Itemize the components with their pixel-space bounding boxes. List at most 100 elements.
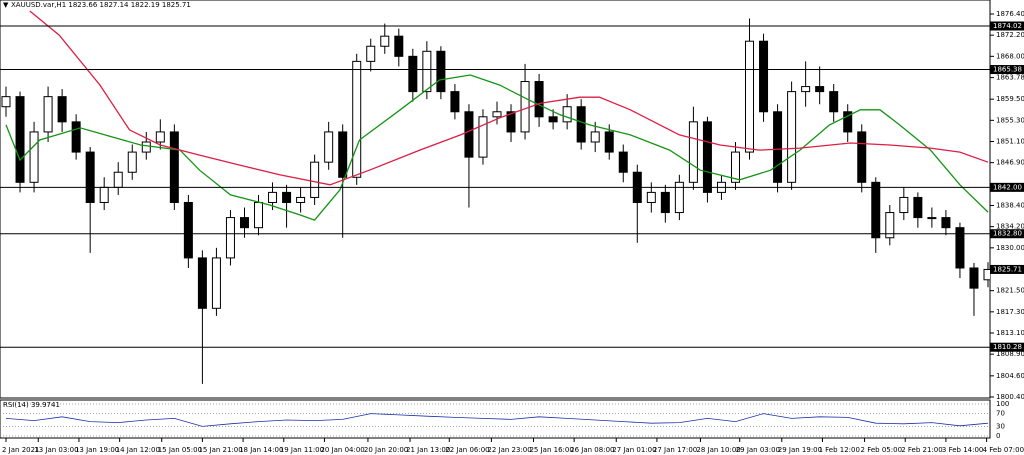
y-tick-label: 1851.10 <box>996 137 1024 145</box>
candle-body <box>29 131 39 183</box>
x-tick-label: 28 Jan 10:00 <box>696 446 740 454</box>
candle-body <box>296 196 306 203</box>
x-tick-label: 2 Jan 2021 <box>2 446 40 454</box>
candle-body <box>15 96 25 183</box>
indicator-panel <box>0 399 991 439</box>
y-tick-label: 1808.90 <box>996 350 1024 358</box>
candle-body <box>99 186 109 203</box>
candle-body <box>211 257 221 309</box>
y-tick-label: 1834.20 <box>996 223 1024 231</box>
y-tick-label: 1859.50 <box>996 95 1024 103</box>
x-tick-label: 27 Jan 01:00 <box>612 446 656 454</box>
candle-body <box>618 151 628 173</box>
candle-body <box>225 217 235 259</box>
x-tick-label: 20 Jan 04:00 <box>320 446 364 454</box>
candle-body <box>310 161 320 198</box>
x-tick-label: 14 Jan 12:00 <box>116 446 160 454</box>
x-tick-label: 21 Jan 13:00 <box>406 446 450 454</box>
candle-body <box>955 227 965 269</box>
indicator-label: RSI(14) 39.9741 <box>3 401 60 409</box>
candle-body <box>239 217 249 229</box>
candle-body <box>155 131 165 143</box>
candle-body <box>85 151 95 203</box>
candle-body <box>408 55 418 93</box>
candle-body <box>450 91 460 113</box>
moving-average <box>29 10 989 186</box>
candle-body <box>338 131 348 178</box>
y-tick-label: 1872.20 <box>996 31 1024 39</box>
candle-body <box>169 131 179 203</box>
price-panel <box>0 0 991 399</box>
y-tick-label: 1838.40 <box>996 202 1024 210</box>
x-tick-label: 26 Jan 08:00 <box>570 446 614 454</box>
price-label: 1825.71 <box>993 265 1022 273</box>
candle-body <box>702 121 712 193</box>
candle-body <box>254 201 264 229</box>
rsi-tick-label: 70 <box>996 410 1005 418</box>
candle-body <box>590 131 600 143</box>
candle-body <box>492 111 502 118</box>
price-plot <box>1 10 990 384</box>
candle-body <box>927 217 937 220</box>
candle-body <box>983 268 990 281</box>
candle-body <box>1 96 11 108</box>
candle-body <box>71 121 81 153</box>
candle-body <box>127 151 137 173</box>
x-tick-label: 3 Feb 14:00 <box>942 446 983 454</box>
candle-body <box>745 40 755 153</box>
candle-body <box>857 131 867 183</box>
y-tick-label: 1830.00 <box>996 244 1024 252</box>
candle-body <box>43 96 53 133</box>
candle-body <box>969 267 979 289</box>
y-tick-label: 1813.10 <box>996 329 1024 337</box>
rsi-tick-label: 0 <box>996 432 1000 440</box>
rsi-tick-label: 30 <box>996 422 1005 430</box>
candle-body <box>730 151 740 183</box>
candle-body <box>506 111 516 133</box>
candle-body <box>183 201 193 259</box>
y-tick-label: 1846.90 <box>996 159 1024 167</box>
candle-body <box>660 191 670 214</box>
candle-body <box>801 86 811 93</box>
candle-body <box>534 81 544 118</box>
price-tag <box>990 264 1024 274</box>
x-tick-label: 13 Jan 19:00 <box>75 446 119 454</box>
candle-body <box>436 50 446 93</box>
moving-average <box>5 74 989 221</box>
candle-body <box>324 131 334 163</box>
level-tag <box>990 229 1024 239</box>
candle-body <box>885 212 895 239</box>
x-tick-label: 15 Jan 05:00 <box>158 446 202 454</box>
candle-body <box>197 257 207 309</box>
candle-body <box>576 106 586 143</box>
candle-body <box>394 35 404 57</box>
menu-arrow: ▼ <box>3 1 9 9</box>
x-tick-label: 27 Jan 17:00 <box>653 446 697 454</box>
chart-title: XAUUSD.var,H1 1823.66 1827.14 1822.19 18… <box>11 1 191 9</box>
x-tick-label: 2 Feb 21:00 <box>901 446 942 454</box>
candle-body <box>688 121 698 183</box>
candle-body <box>913 196 923 219</box>
x-tick-label: 29 Jan 03:00 <box>736 446 780 454</box>
x-tick-label: 22 Jan 23:00 <box>487 446 531 454</box>
candle-body <box>478 116 488 158</box>
level-tag <box>990 342 1024 352</box>
rsi-plot <box>0 403 990 437</box>
x-tick-label: 13 Jan 03:00 <box>34 446 78 454</box>
level-tag <box>990 21 1024 31</box>
y-tick-label: 1855.30 <box>996 116 1024 124</box>
candle-body <box>829 91 839 113</box>
candle-body <box>520 81 530 133</box>
candle-body <box>562 106 572 123</box>
y-tick-label: 1876.40 <box>996 10 1024 18</box>
candle-body <box>787 91 797 183</box>
x-tick-label: 15 Jan 21:00 <box>198 446 242 454</box>
level-label: 1865.38 <box>993 66 1022 74</box>
candle-body <box>815 86 825 93</box>
candle-body <box>871 181 881 239</box>
candle-body <box>674 181 684 214</box>
candle-body <box>899 196 909 214</box>
level-label: 1842.00 <box>993 183 1022 191</box>
y-tick-label: 1817.30 <box>996 308 1024 316</box>
